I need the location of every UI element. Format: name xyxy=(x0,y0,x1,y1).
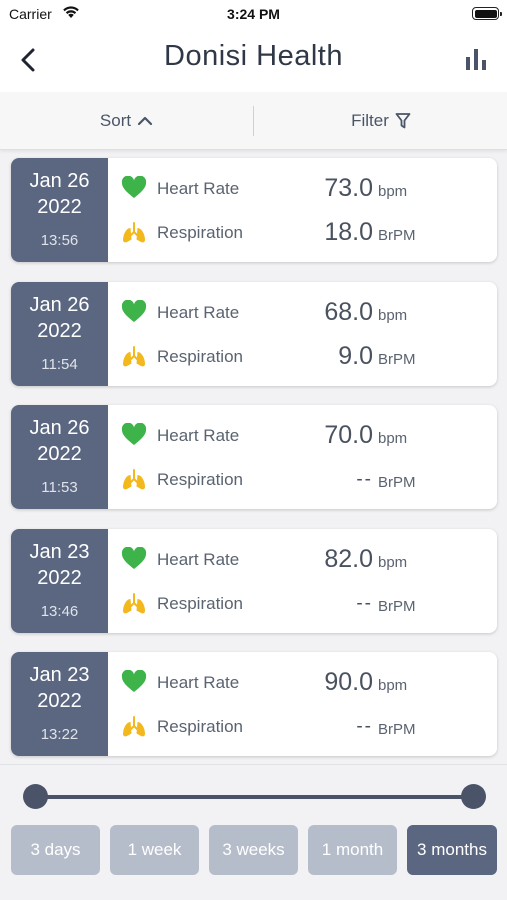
range-panel: 3 days 1 week 3 weeks 1 month 3 months xyxy=(0,764,507,900)
filter-button[interactable]: Filter xyxy=(255,92,507,150)
respiration-label: Respiration xyxy=(157,223,243,242)
range-button-1-week[interactable]: 1 week xyxy=(110,825,199,875)
respiration-unit: BrPM xyxy=(378,721,416,738)
respiration-value: 18.0 xyxy=(324,218,373,246)
heart-rate-unit: bpm xyxy=(378,307,408,324)
record-card[interactable]: Jan 23 2022 13:46 Heart Rate 82.0 bpm Re… xyxy=(11,529,497,633)
heart-rate-label: Heart Rate xyxy=(157,426,240,445)
range-button-3-weeks[interactable]: 3 weeks xyxy=(209,825,298,875)
battery-icon xyxy=(472,7,502,20)
chart-button[interactable] xyxy=(464,46,490,72)
date-box: Jan 26 2022 13:56 xyxy=(11,158,108,262)
range-button-1-month[interactable]: 1 month xyxy=(308,825,397,875)
heart-rate-unit: bpm xyxy=(378,677,408,694)
range-buttons: 3 days 1 week 3 weeks 1 month 3 months xyxy=(11,825,497,875)
respiration-label: Respiration xyxy=(157,470,243,489)
record-time: 13:56 xyxy=(40,232,79,249)
heart-rate-label: Heart Rate xyxy=(157,179,240,198)
record-time: 11:54 xyxy=(41,356,78,373)
heart-icon xyxy=(121,547,147,569)
respiration-unit: BrPM xyxy=(378,598,416,615)
nav-bar: Donisi Health xyxy=(0,28,507,92)
toolbar-divider xyxy=(253,106,254,136)
heart-rate-value: 90.0 xyxy=(324,668,373,696)
respiration-unit: BrPM xyxy=(378,474,416,491)
heart-rate-value: 68.0 xyxy=(324,298,373,326)
respiration-value: -- xyxy=(356,593,373,614)
status-bar: Carrier 3:24 PM xyxy=(0,0,507,28)
range-button-3-months[interactable]: 3 months xyxy=(407,825,497,875)
record-time: 13:22 xyxy=(40,726,79,743)
heart-rate-unit: bpm xyxy=(378,430,408,447)
date-box: Jan 26 2022 11:53 xyxy=(11,405,108,509)
record-date: Jan 26 xyxy=(29,170,90,192)
record-date: Jan 26 xyxy=(29,417,90,439)
back-button[interactable] xyxy=(14,44,44,76)
respiration-label: Respiration xyxy=(157,594,243,613)
carrier-label: Carrier xyxy=(9,6,52,22)
filter-label: Filter xyxy=(351,111,389,130)
heart-rate-value: 82.0 xyxy=(324,545,373,573)
heart-icon xyxy=(121,423,147,445)
heart-icon xyxy=(121,670,147,692)
record-date: Jan 23 xyxy=(29,541,90,563)
heart-icon xyxy=(121,300,147,322)
records-list[interactable]: Jan 26 2022 13:56 Heart Rate 73.0 bpm Re… xyxy=(0,150,507,764)
respiration-unit: BrPM xyxy=(378,227,416,244)
chevron-up-icon xyxy=(137,116,153,126)
sort-label: Sort xyxy=(99,111,132,130)
respiration-unit: BrPM xyxy=(378,351,416,368)
heart-rate-value: 73.0 xyxy=(324,174,373,202)
date-box: Jan 23 2022 13:46 xyxy=(11,529,108,633)
lungs-icon xyxy=(123,716,145,737)
page-title: Donisi Health xyxy=(164,40,343,72)
record-year: 2022 xyxy=(37,567,82,589)
respiration-label: Respiration xyxy=(157,717,243,736)
date-box: Jan 23 2022 13:22 xyxy=(11,652,108,756)
record-time: 11:53 xyxy=(41,479,78,496)
respiration-value: -- xyxy=(356,716,373,737)
record-year: 2022 xyxy=(37,443,82,465)
lungs-icon xyxy=(123,593,145,614)
respiration-label: Respiration xyxy=(157,347,243,366)
bar-chart-icon xyxy=(466,49,486,70)
range-button-3-days[interactable]: 3 days xyxy=(11,825,100,875)
record-card[interactable]: Jan 26 2022 13:56 Heart Rate 73.0 bpm Re… xyxy=(11,158,497,262)
range-slider-start-handle[interactable] xyxy=(23,784,48,809)
wifi-icon xyxy=(63,6,79,18)
heart-rate-unit: bpm xyxy=(378,183,408,200)
heart-rate-unit: bpm xyxy=(378,554,408,571)
record-card[interactable]: Jan 26 2022 11:54 Heart Rate 68.0 bpm Re… xyxy=(11,282,497,386)
respiration-value: -- xyxy=(356,469,373,490)
record-card[interactable]: Jan 23 2022 13:22 Heart Rate 90.0 bpm Re… xyxy=(11,652,497,756)
filter-icon xyxy=(395,113,411,129)
heart-icon xyxy=(121,176,147,198)
range-slider-track[interactable] xyxy=(35,795,473,799)
record-year: 2022 xyxy=(37,196,82,218)
lungs-icon xyxy=(123,469,145,490)
sort-button[interactable]: Sort xyxy=(0,92,253,150)
heart-rate-label: Heart Rate xyxy=(157,673,240,692)
heart-rate-value: 70.0 xyxy=(324,421,373,449)
date-box: Jan 26 2022 11:54 xyxy=(11,282,108,386)
chevron-left-icon xyxy=(21,48,35,72)
record-time: 13:46 xyxy=(40,603,79,620)
range-slider-end-handle[interactable] xyxy=(461,784,486,809)
heart-rate-label: Heart Rate xyxy=(157,550,240,569)
lungs-icon xyxy=(123,346,145,367)
heart-rate-label: Heart Rate xyxy=(157,303,240,322)
record-card[interactable]: Jan 26 2022 11:53 Heart Rate 70.0 bpm Re… xyxy=(11,405,497,509)
record-date: Jan 26 xyxy=(29,294,90,316)
status-time: 3:24 PM xyxy=(227,6,280,22)
sort-filter-bar: Sort Filter xyxy=(0,92,507,150)
lungs-icon xyxy=(123,222,145,243)
record-year: 2022 xyxy=(37,690,82,712)
record-date: Jan 23 xyxy=(29,664,90,686)
record-year: 2022 xyxy=(37,320,82,342)
respiration-value: 9.0 xyxy=(338,342,373,370)
